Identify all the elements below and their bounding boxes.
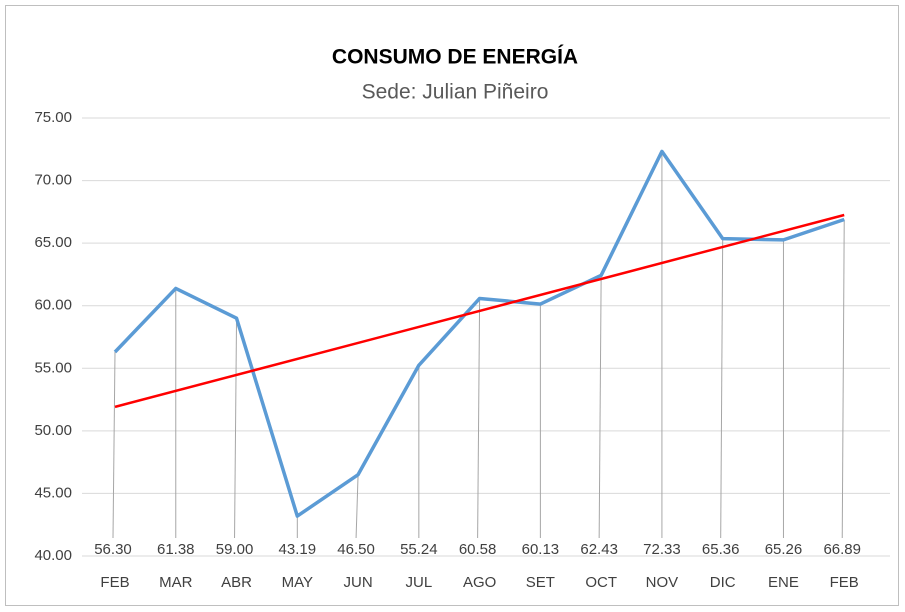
y-tick-label: 50.00	[34, 422, 72, 439]
y-tick-label: 45.00	[34, 484, 72, 501]
chart-title: CONSUMO DE ENERGÍA	[332, 46, 578, 69]
trendline	[114, 213, 845, 409]
x-tick-label: ABR	[221, 574, 252, 591]
leader-line	[598, 275, 602, 539]
x-tick-label: MAR	[159, 574, 193, 591]
x-tick-label: FEB	[100, 574, 129, 591]
data-label: 59.00	[216, 541, 254, 558]
data-label: 46.50	[337, 541, 375, 558]
leader-line	[234, 318, 238, 539]
leader-line	[355, 474, 359, 539]
data-label: 61.38	[157, 541, 195, 558]
data-label: 60.58	[459, 541, 497, 558]
x-tick-label: NOV	[646, 574, 679, 591]
data-label: 65.26	[765, 541, 803, 558]
y-tick-label: 40.00	[34, 547, 72, 564]
data-label: 66.89	[823, 541, 861, 558]
x-tick-label: FEB	[830, 574, 859, 591]
leader-line	[841, 219, 845, 539]
x-tick-label: JUL	[406, 574, 433, 591]
data-label: 62.43	[580, 541, 618, 558]
x-tick-label: DIC	[710, 574, 736, 591]
data-label: 65.36	[702, 541, 740, 558]
y-tick-label: 55.00	[34, 359, 72, 376]
x-tick-label: ENE	[768, 574, 799, 591]
leader-line	[477, 298, 481, 539]
chart-subtitle: Sede: Julian Piñeiro	[362, 81, 549, 104]
x-tick-label: AGO	[463, 574, 496, 591]
x-tick-label: JUN	[343, 574, 372, 591]
leader-line	[112, 352, 116, 539]
y-tick-label: 65.00	[34, 234, 72, 251]
data-label: 55.24	[400, 541, 438, 558]
x-tick-label: MAY	[282, 574, 313, 591]
series-line	[113, 149, 845, 518]
x-tick-label: OCT	[585, 574, 617, 591]
y-tick-label: 60.00	[34, 297, 72, 314]
data-label: 72.33	[643, 541, 681, 558]
y-tick-label: 70.00	[34, 172, 72, 189]
data-label: 56.30	[94, 541, 132, 558]
y-tick-label: 75.00	[34, 109, 72, 126]
leader-line	[720, 238, 724, 539]
data-label: 60.13	[522, 541, 560, 558]
data-label: 43.19	[279, 541, 317, 558]
x-tick-label: SET	[526, 574, 555, 591]
